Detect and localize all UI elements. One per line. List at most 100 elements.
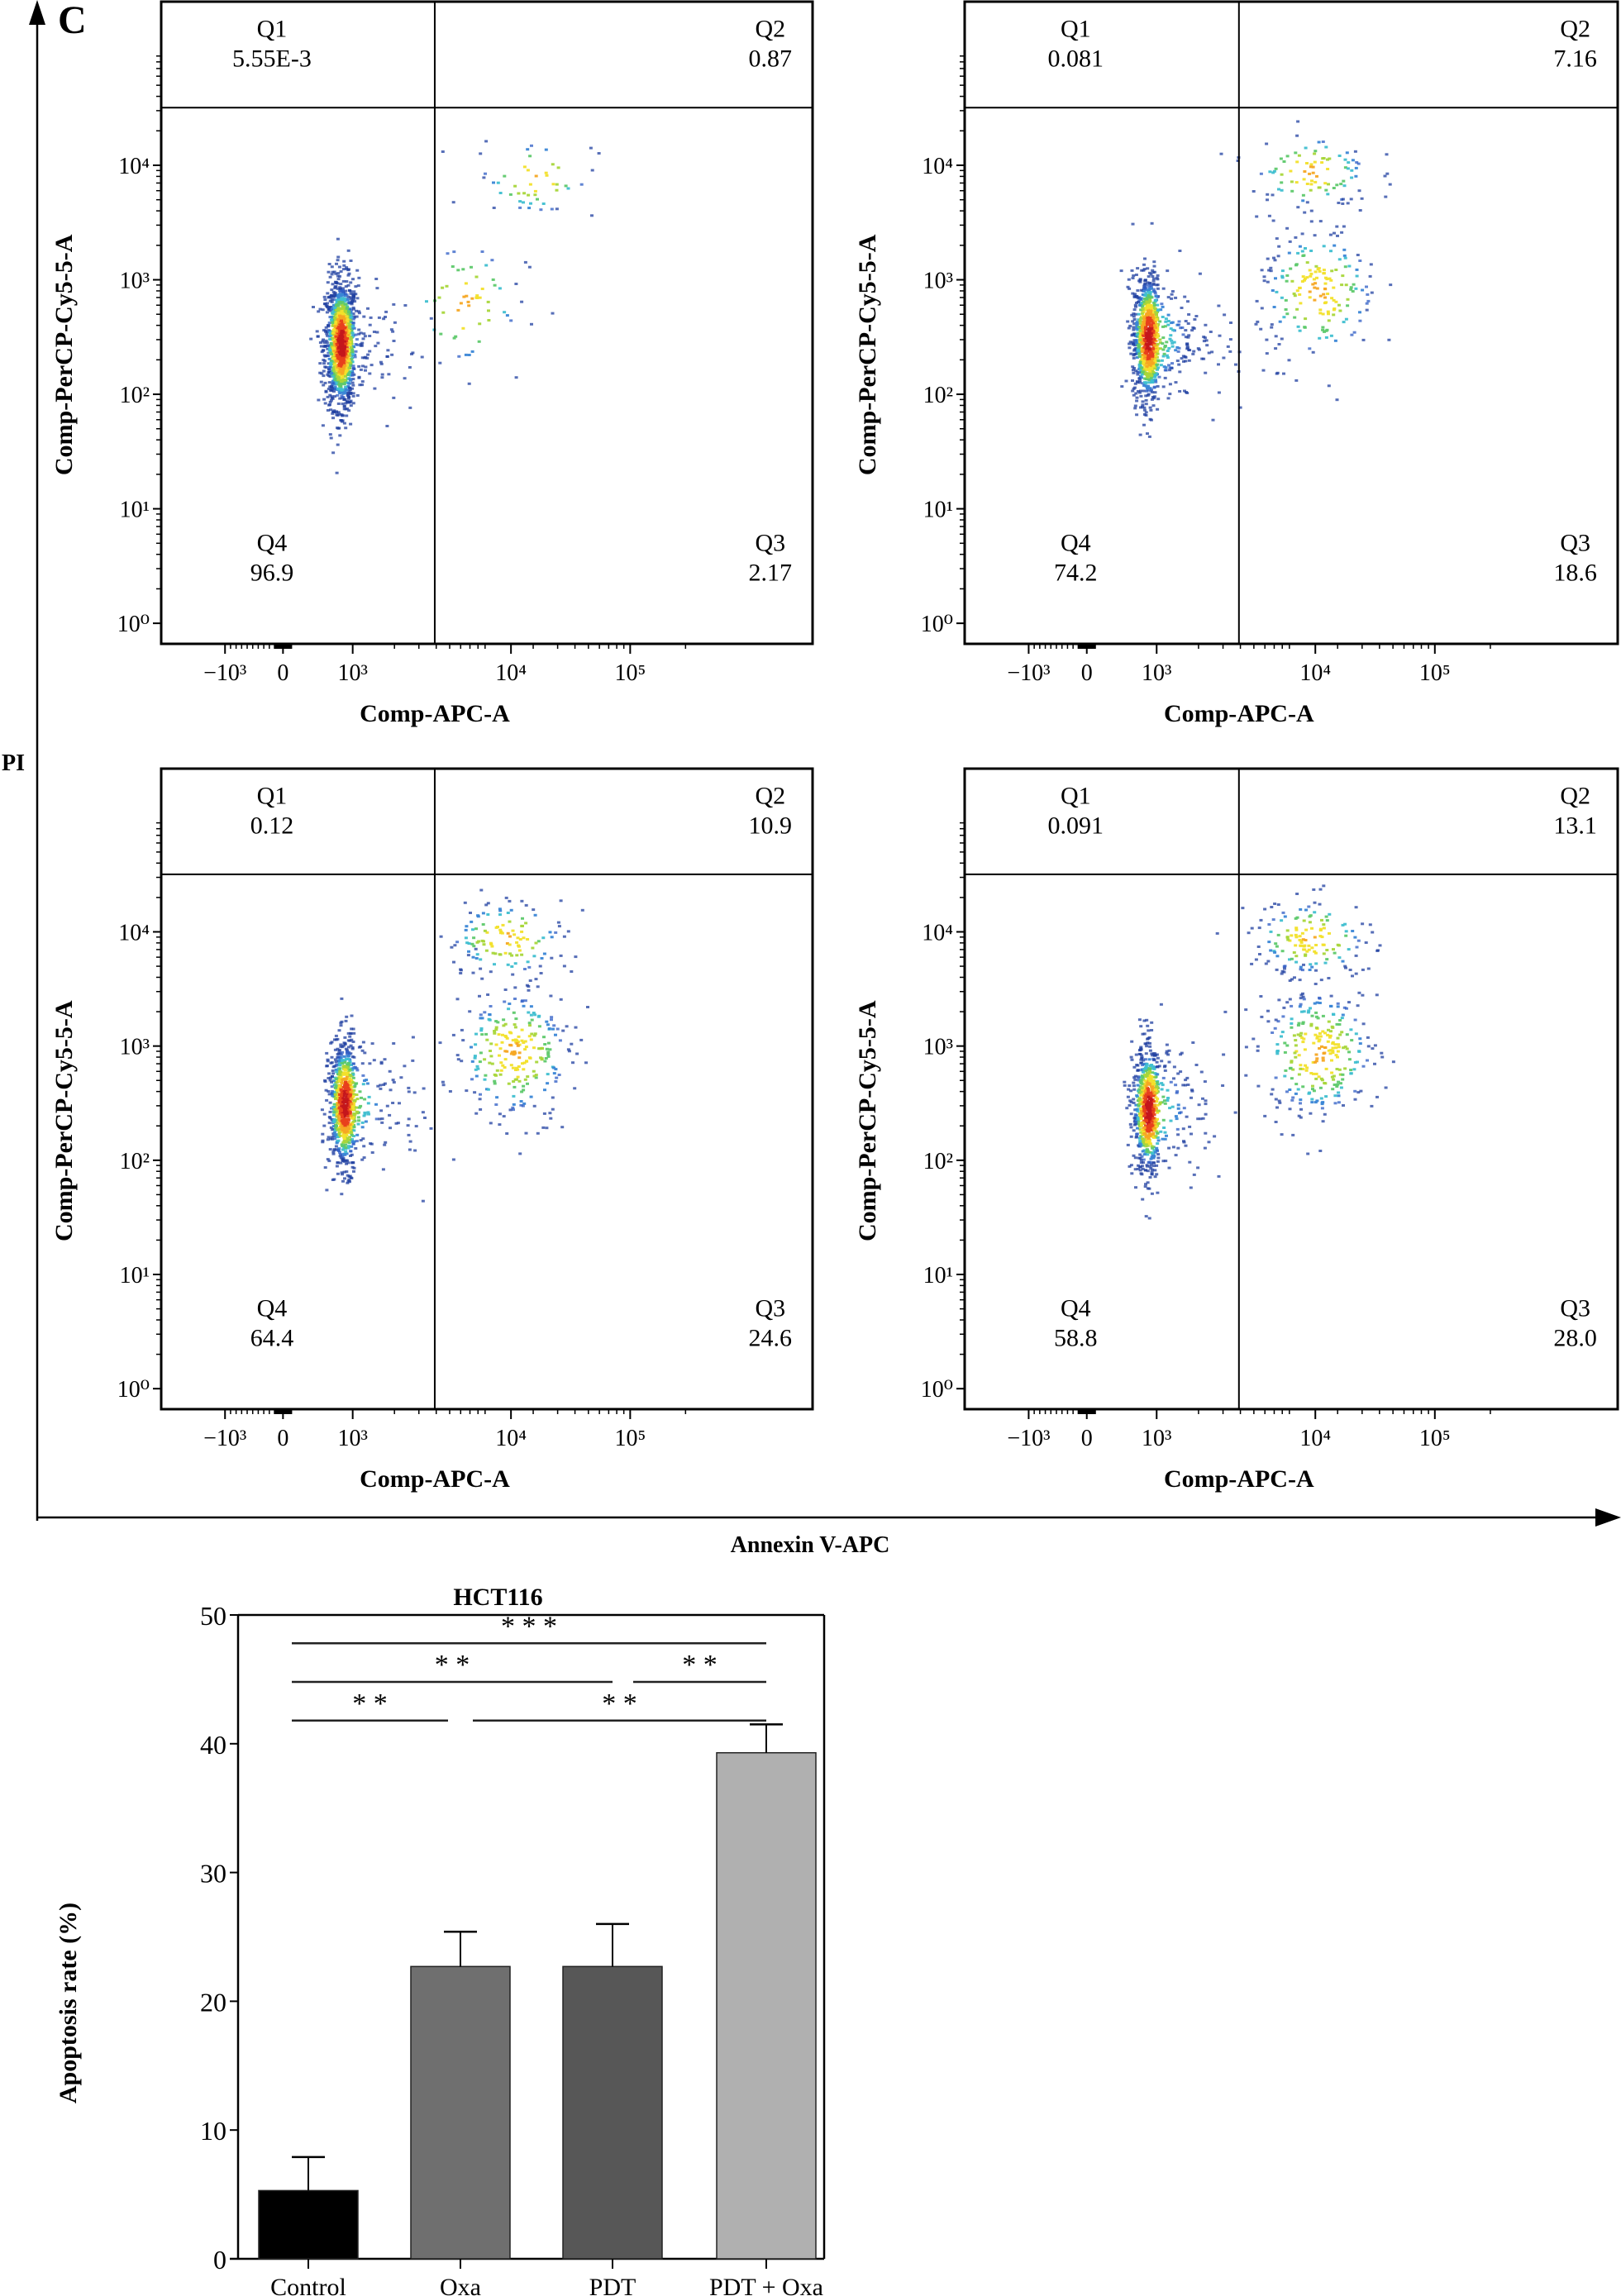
- event-dot: [1142, 1161, 1145, 1165]
- event-dot: [338, 336, 342, 339]
- event-dot: [1149, 332, 1153, 336]
- event-dot: [1293, 294, 1297, 298]
- event-dot: [333, 293, 337, 297]
- event-dot: [1145, 1045, 1149, 1048]
- event-dot: [336, 383, 341, 386]
- event-dot: [1177, 323, 1181, 326]
- event-dot: [329, 308, 333, 311]
- event-dot: [350, 1090, 355, 1093]
- event-dot: [330, 1061, 334, 1065]
- event-dot: [470, 942, 474, 946]
- event-dot: [341, 305, 345, 308]
- event-dot: [584, 1061, 588, 1065]
- event-dot: [355, 1133, 360, 1136]
- event-dot: [429, 1127, 433, 1130]
- event-dot: [420, 355, 424, 359]
- event-dot: [1294, 379, 1299, 382]
- event-dot: [1305, 162, 1309, 164]
- event-dot: [514, 1069, 517, 1071]
- event-dot: [1228, 350, 1232, 353]
- event-dot: [350, 1132, 354, 1135]
- event-dot: [1151, 323, 1155, 326]
- event-dot: [498, 909, 503, 912]
- event-dot: [465, 941, 470, 945]
- event-dot: [1138, 336, 1142, 339]
- event-dot: [1150, 222, 1154, 225]
- event-dot: [350, 1131, 354, 1134]
- event-dot: [469, 912, 472, 914]
- event-dot: [522, 1084, 526, 1088]
- event-dot: [336, 287, 340, 290]
- event-dot: [1139, 389, 1142, 393]
- event-dot: [1142, 381, 1147, 384]
- event-dot: [1322, 245, 1326, 248]
- event-dot: [369, 364, 374, 367]
- event-dot: [1332, 187, 1336, 189]
- event-dot: [338, 1097, 342, 1099]
- event-dot: [1204, 339, 1209, 342]
- event-dot: [352, 1055, 356, 1059]
- event-dot: [555, 188, 559, 192]
- event-dot: [464, 936, 468, 940]
- event-dot: [346, 1136, 350, 1140]
- event-dot: [342, 1100, 346, 1103]
- event-dot: [1135, 322, 1139, 325]
- event-dot: [454, 335, 458, 338]
- event-dot: [487, 1017, 491, 1021]
- event-dot: [1309, 209, 1313, 212]
- event-dot: [480, 288, 484, 290]
- event-dot: [1311, 350, 1315, 354]
- event-dot: [1131, 277, 1135, 279]
- event-dot: [493, 1079, 497, 1083]
- event-dot: [517, 1056, 522, 1060]
- event-dot: [1149, 309, 1153, 312]
- event-dot: [338, 314, 341, 317]
- event-dot: [543, 1060, 547, 1063]
- event-dot: [570, 1042, 574, 1046]
- event-dot: [1170, 345, 1175, 348]
- event-dot: [327, 368, 331, 371]
- event-dot: [506, 931, 510, 935]
- event-dot: [335, 410, 338, 413]
- event-dot: [339, 1075, 343, 1079]
- event-dot: [1304, 146, 1308, 150]
- event-dot: [1205, 344, 1209, 347]
- event-dot: [1149, 325, 1153, 328]
- event-dot: [328, 433, 332, 436]
- event-dot: [326, 305, 329, 308]
- event-dot: [341, 1159, 346, 1162]
- event-dot: [1152, 395, 1156, 398]
- event-dot: [334, 359, 338, 362]
- event-dot: [326, 334, 330, 337]
- density-points: [320, 888, 589, 1203]
- event-dot: [1132, 315, 1136, 318]
- event-dot: [338, 1067, 342, 1070]
- event-dot: [1274, 335, 1278, 338]
- event-dot: [338, 1155, 342, 1158]
- event-dot: [1201, 1097, 1204, 1100]
- event-dot: [551, 312, 555, 315]
- event-dot: [1145, 368, 1149, 371]
- event-dot: [1365, 302, 1369, 305]
- event-dot: [357, 332, 361, 336]
- event-dot: [1318, 294, 1323, 298]
- event-dot: [340, 388, 344, 392]
- event-dot: [1147, 298, 1151, 301]
- event-dot: [329, 341, 333, 345]
- event-dot: [1145, 353, 1149, 356]
- event-dot: [352, 1088, 356, 1092]
- event-dot: [341, 315, 346, 318]
- event-dot: [1166, 350, 1170, 352]
- event-dot: [1161, 1076, 1166, 1079]
- event-dot: [321, 1132, 325, 1136]
- event-dot: [349, 336, 353, 339]
- event-dot: [1209, 331, 1213, 333]
- event-dot: [514, 283, 518, 285]
- event-dot: [1255, 299, 1259, 302]
- event-dot: [483, 1078, 487, 1081]
- event-dot: [1153, 367, 1157, 370]
- event-dot: [1304, 247, 1307, 250]
- event-dot: [320, 350, 324, 354]
- density-points: [309, 140, 601, 474]
- event-dot: [1330, 297, 1334, 300]
